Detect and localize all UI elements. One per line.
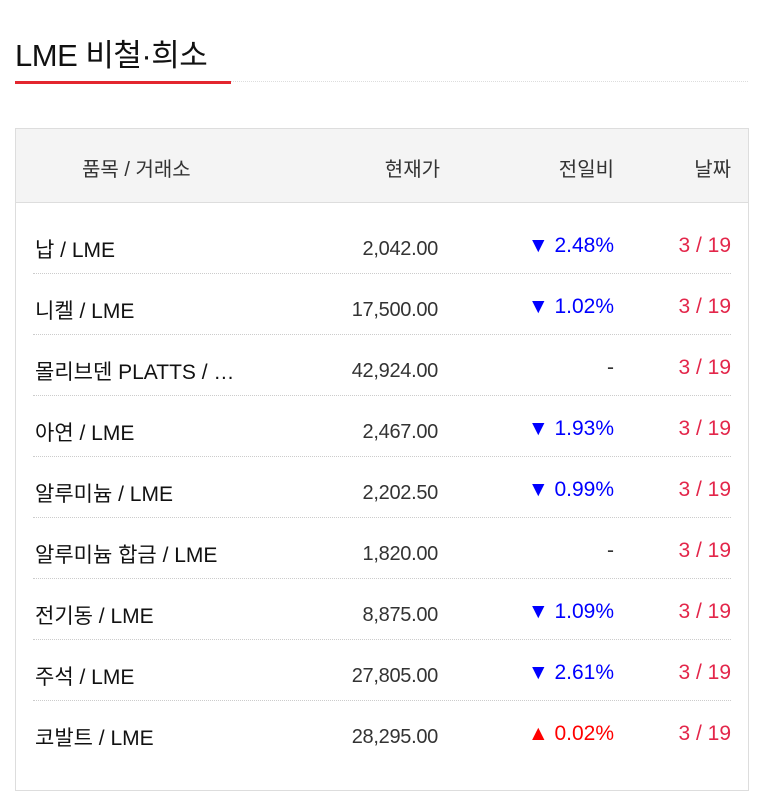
page-title: LME 비철·희소: [15, 38, 208, 73]
current-price: 2,202.50: [362, 482, 439, 504]
table-row[interactable]: 알루미늄 / LME 2,202.50 ▼ 0.99% 3 / 19: [33, 457, 731, 518]
item-name[interactable]: 주석 / LME: [35, 666, 135, 689]
change-value: ▼ 0.99%: [527, 478, 614, 501]
table-row[interactable]: 아연 / LME 2,467.00 ▼ 1.93% 3 / 19: [33, 396, 731, 457]
current-price: 8,875.00: [362, 604, 439, 626]
date: 3 / 19: [678, 295, 731, 318]
header-price: 현재가: [384, 159, 440, 181]
item-name[interactable]: 코발트 / LME: [35, 727, 154, 750]
date: 3 / 19: [678, 722, 731, 745]
price-table: 품목 / 거래소 현재가 전일비 날짜 납 / LME 2,042.00 ▼ 2…: [15, 128, 749, 791]
change-value: ▼ 2.48%: [527, 234, 614, 257]
current-price: 1,820.00: [362, 543, 439, 565]
change-value: -: [607, 539, 614, 562]
change-value: ▼ 1.09%: [527, 600, 614, 623]
date: 3 / 19: [678, 539, 731, 562]
date: 3 / 19: [678, 600, 731, 623]
table-row[interactable]: 알루미늄 합금 / LME 1,820.00 - 3 / 19: [33, 518, 731, 579]
item-name[interactable]: 납 / LME: [35, 239, 116, 262]
change-value: ▼ 1.93%: [527, 417, 614, 440]
title-underline: [15, 81, 231, 84]
change-value: ▲ 0.02%: [527, 722, 614, 745]
current-price: 27,805.00: [351, 665, 439, 687]
change-value: -: [607, 356, 614, 379]
title-divider: [15, 81, 748, 82]
current-price: 28,295.00: [351, 726, 439, 748]
change-value: ▼ 1.02%: [527, 295, 614, 318]
table-row[interactable]: 니켈 / LME 17,500.00 ▼ 1.02% 3 / 19: [33, 274, 731, 335]
current-price: 17,500.00: [351, 299, 439, 321]
table-body: 납 / LME 2,042.00 ▼ 2.48% 3 / 19 니켈 / LME …: [33, 213, 731, 761]
header-change: 전일비: [558, 159, 614, 181]
item-name[interactable]: 니켈 / LME: [35, 300, 135, 323]
current-price: 2,467.00: [362, 421, 439, 443]
item-name[interactable]: 아연 / LME: [35, 422, 135, 445]
header-item: 품목 / 거래소: [82, 159, 191, 181]
date: 3 / 19: [678, 356, 731, 379]
item-name[interactable]: 전기동 / LME: [35, 605, 154, 628]
table-row[interactable]: 몰리브덴 PLATTS / … 42,924.00 - 3 / 19: [33, 335, 731, 396]
date: 3 / 19: [678, 661, 731, 684]
table-row[interactable]: 주석 / LME 27,805.00 ▼ 2.61% 3 / 19: [33, 640, 731, 701]
date: 3 / 19: [678, 417, 731, 440]
header-date: 날짜: [694, 159, 731, 181]
table-row[interactable]: 전기동 / LME 8,875.00 ▼ 1.09% 3 / 19: [33, 579, 731, 640]
current-price: 2,042.00: [362, 238, 439, 260]
date: 3 / 19: [678, 234, 731, 257]
item-name[interactable]: 몰리브덴 PLATTS / …: [35, 361, 235, 384]
table-header: 품목 / 거래소 현재가 전일비 날짜: [16, 129, 748, 203]
date: 3 / 19: [678, 478, 731, 501]
current-price: 42,924.00: [351, 360, 439, 382]
item-name[interactable]: 알루미늄 합금 / LME: [35, 544, 218, 567]
table-row[interactable]: 코발트 / LME 28,295.00 ▲ 0.02% 3 / 19: [33, 701, 731, 761]
table-row[interactable]: 납 / LME 2,042.00 ▼ 2.48% 3 / 19: [33, 213, 731, 274]
item-name[interactable]: 알루미늄 / LME: [35, 483, 173, 506]
change-value: ▼ 2.61%: [527, 661, 614, 684]
